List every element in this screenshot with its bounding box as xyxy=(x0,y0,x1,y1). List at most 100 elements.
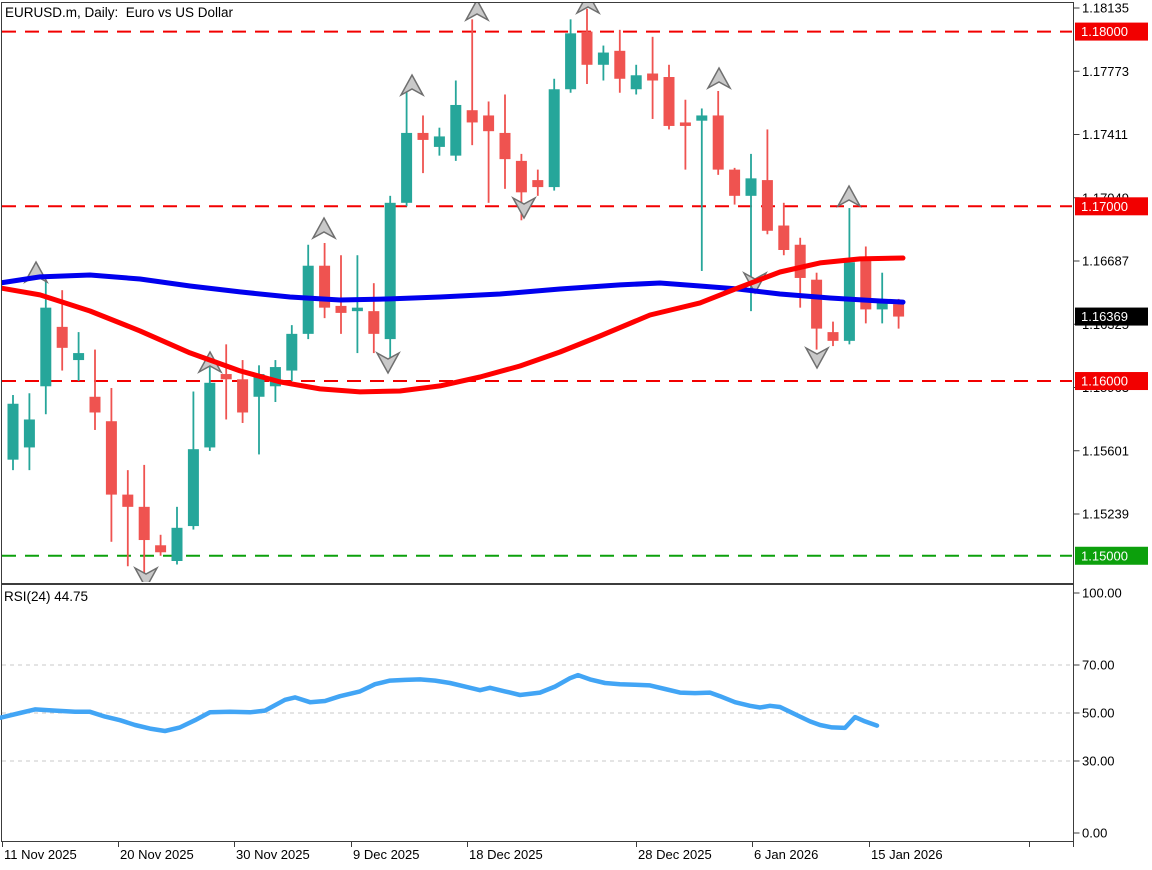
date-tick-label: 20 Nov 2025 xyxy=(120,847,194,862)
candle-body xyxy=(515,160,527,193)
candle-body xyxy=(286,333,298,371)
date-tick-label: 30 Nov 2025 xyxy=(236,847,310,862)
candle-body xyxy=(532,180,544,188)
price-level-badge xyxy=(1075,546,1148,565)
candle-body xyxy=(351,307,363,312)
candle-body xyxy=(794,244,806,278)
rsi-layer[interactable] xyxy=(0,664,1072,762)
candle-body xyxy=(319,265,331,308)
candle-wick xyxy=(700,108,703,271)
price-level-badge xyxy=(1075,22,1148,41)
candle-wick xyxy=(225,344,228,420)
ma-fast-line xyxy=(2,272,906,305)
ma-slow-line xyxy=(2,255,906,395)
candle-body xyxy=(811,279,823,329)
date-tick-label: 18 Dec 2025 xyxy=(469,847,543,862)
candle-body xyxy=(597,52,609,65)
rsi-tick-label: 0.00 xyxy=(1082,826,1107,841)
candle-wick xyxy=(126,470,129,567)
candle-body xyxy=(138,506,150,541)
price-tick-label: 1.15601 xyxy=(1082,443,1129,458)
candle-body xyxy=(187,449,199,527)
candle-wick xyxy=(487,101,490,203)
candle-body xyxy=(56,326,68,348)
candle-body xyxy=(761,180,773,231)
signal-arrow-down-icon xyxy=(133,566,159,582)
price-tick-label: 1.15239 xyxy=(1082,507,1129,522)
candle-wick xyxy=(94,349,96,430)
main-chart-layer[interactable] xyxy=(0,0,1072,588)
candle-body xyxy=(745,178,757,196)
candle-wick xyxy=(340,255,342,334)
candle-body xyxy=(483,115,495,132)
rsi-indicator-label: RSI(24) 44.75 xyxy=(4,589,89,604)
candle-body xyxy=(23,419,35,448)
candle-body xyxy=(269,367,281,387)
candle-body xyxy=(253,374,265,397)
candle-body xyxy=(647,73,659,81)
candle-body xyxy=(417,132,429,140)
candle-body xyxy=(893,304,905,317)
candle-wick xyxy=(750,153,752,312)
price-tick-label: 1.16687 xyxy=(1082,254,1129,269)
candle-body xyxy=(122,494,134,507)
candle-body xyxy=(384,202,396,340)
candle-wick xyxy=(258,365,260,455)
candle-body xyxy=(679,122,691,126)
price-level-badge xyxy=(1075,197,1148,216)
candle-body xyxy=(778,225,790,250)
candle-body xyxy=(401,132,413,203)
signal-arrow-down-icon xyxy=(511,196,537,220)
candle-body xyxy=(630,75,642,90)
price-level-badge xyxy=(1075,372,1148,391)
candle-wick xyxy=(881,272,884,324)
candle-body xyxy=(548,89,560,188)
candle-wick xyxy=(471,19,474,146)
candle-body xyxy=(614,50,626,79)
signal-arrow-down-icon xyxy=(804,346,830,370)
price-level-badge-label: 1.16000 xyxy=(1081,374,1128,389)
signal-arrow-up-icon xyxy=(399,73,425,97)
price-tick-label: 1.17411 xyxy=(1082,127,1128,142)
current-price-badge-label: 1.16369 xyxy=(1081,309,1128,324)
rsi-tick-label: 70.00 xyxy=(1082,658,1115,673)
signal-arrow-up-icon xyxy=(836,184,862,208)
time-axis[interactable]: 11 Nov 2025 20 Nov 2025 30 Nov 2025 9 Dec 2… xyxy=(2,841,1030,863)
candle-body xyxy=(860,258,872,310)
candle-body xyxy=(565,33,577,90)
rsi-tick-label: 100.00 xyxy=(1082,586,1122,601)
candle-body xyxy=(663,77,675,126)
candle-body xyxy=(335,305,347,313)
signal-arrow-up-icon xyxy=(464,3,490,22)
price-tick-label: 1.17773 xyxy=(1082,64,1129,79)
price-axis[interactable]: 1.181351.177731.174111.170491.166871.163… xyxy=(1073,1,1149,848)
candle-body xyxy=(368,311,380,334)
signal-arrow-up-icon xyxy=(311,216,337,240)
candle-body xyxy=(581,31,593,65)
candle-body xyxy=(73,353,85,361)
candle-body xyxy=(696,115,708,121)
candle-body xyxy=(40,307,52,387)
date-tick-label: 11 Nov 2025 xyxy=(4,847,77,862)
rsi-tick-label: 50.00 xyxy=(1082,706,1115,721)
candle-body xyxy=(499,132,511,160)
candle-body xyxy=(220,374,232,380)
candle-wick xyxy=(684,99,687,170)
candle-body xyxy=(89,396,101,413)
date-tick-label: 6 Jan 2026 xyxy=(754,847,818,862)
candle-body xyxy=(827,332,839,341)
date-tick-label: 28 Dec 2025 xyxy=(638,847,712,862)
signal-arrow-up-icon xyxy=(575,3,601,15)
signal-arrow-up-icon xyxy=(706,66,732,90)
candlesticks xyxy=(7,8,905,574)
candle-body xyxy=(155,545,167,553)
price-level-badge-label: 1.17000 xyxy=(1081,199,1128,214)
candle-body xyxy=(7,403,19,460)
signal-arrow-down-icon xyxy=(375,351,401,375)
candle-wick xyxy=(422,115,424,174)
candle-body xyxy=(450,104,462,156)
rsi-line xyxy=(0,672,880,734)
candle-body xyxy=(171,527,183,562)
